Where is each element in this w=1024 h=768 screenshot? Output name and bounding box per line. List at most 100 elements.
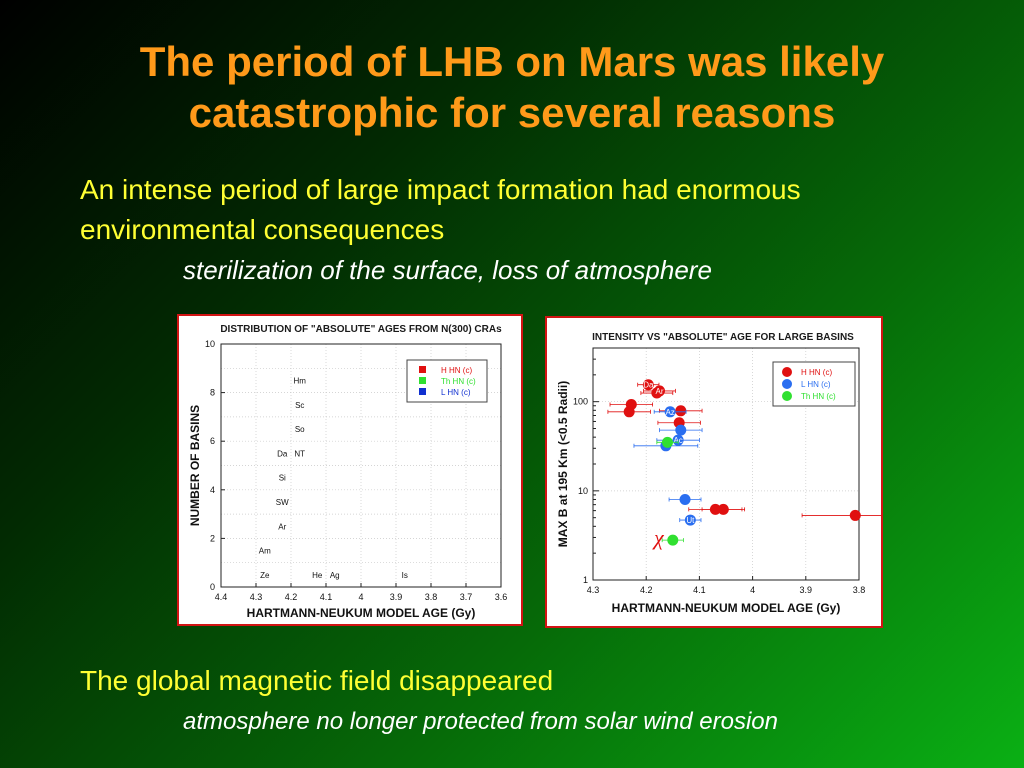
scatter-legend-marker xyxy=(782,379,792,389)
scatter-xtick-label: 4.3 xyxy=(587,585,600,595)
scatter-x-axis-label: HARTMANN-NEUKUM MODEL AGE (Gy) xyxy=(612,601,841,615)
scatter-marker xyxy=(623,406,635,418)
scatter-point xyxy=(661,534,684,546)
scatter-marker xyxy=(675,405,687,417)
chi-annotation: χ xyxy=(652,525,665,550)
scatter-marker xyxy=(667,534,679,546)
histogram-bar-label: NP xyxy=(294,547,305,556)
scatter-point: Az xyxy=(653,406,687,418)
intensity-vs-age-scatter: INTENSITY VS "ABSOLUTE" AGE FOR LARGE BA… xyxy=(556,332,881,615)
scatter-marker xyxy=(717,503,729,515)
histogram-bar-label: SW xyxy=(276,498,289,507)
scatter-marker xyxy=(675,424,687,436)
age-distribution-histogram: DISTRIBUTION OF "ABSOLUTE" AGES FROM N(3… xyxy=(188,324,508,620)
histogram-legend-swatch xyxy=(419,388,426,395)
scatter-marker xyxy=(664,406,676,418)
scatter-point: Ar xyxy=(643,385,676,397)
scatter-marker xyxy=(679,493,691,505)
histogram-bar-label: Am xyxy=(259,547,271,556)
scatter-xtick-label: 4.1 xyxy=(693,585,706,595)
scatter-y-axis-label: MAX B at 195 Km (<0.5 Radii) xyxy=(556,381,570,547)
histogram-legend-label: L HN (c) xyxy=(441,388,471,397)
scatter-marker xyxy=(672,434,684,446)
scatter-legend-label: H HN (c) xyxy=(801,368,832,377)
bullet-2: The global magnetic field disappeared xyxy=(80,665,554,696)
bullet-1-line-1: An intense period of large impact format… xyxy=(80,174,801,205)
histogram-xtick-label: 3.9 xyxy=(390,592,403,602)
slide-title: The period of LHB on Mars was likely cat… xyxy=(0,36,1024,138)
scatter-point: Ut xyxy=(679,514,702,526)
histogram-ytick-label: 0 xyxy=(210,582,215,592)
bullet-1-line-2: environmental consequences xyxy=(80,214,445,245)
scatter-point xyxy=(801,509,881,521)
scatter-legend: H HN (c) L HN (c) Th HN (c) xyxy=(772,361,856,407)
scatter-xtick-label: 3.8 xyxy=(853,585,866,595)
histogram-xtick-label: 4.4 xyxy=(215,592,228,602)
histogram-legend-label: Th HN (c) xyxy=(441,377,476,386)
scatter-point xyxy=(668,493,702,505)
scatter-ytick-label: 1 xyxy=(583,575,588,585)
scatter-point-label: Az xyxy=(665,408,674,417)
histogram-bar-label: Az xyxy=(278,547,287,556)
histogram-xtick-label: 3.7 xyxy=(460,592,473,602)
scatter-point xyxy=(659,424,703,436)
histogram-xtick-label: 4.2 xyxy=(285,592,298,602)
histogram-legend: H HN (c) Th HN (c) L HN (c) xyxy=(406,359,488,403)
histogram-x-axis-label: HARTMANN-NEUKUM MODEL AGE (Gy) xyxy=(247,606,476,620)
scatter-xtick-label: 3.9 xyxy=(800,585,813,595)
histogram-bar-label: Cr xyxy=(296,474,305,483)
scatter-marker xyxy=(642,379,654,391)
histogram-bar-label: Ag xyxy=(330,571,340,580)
histogram-ytick-label: 10 xyxy=(205,339,215,349)
scatter-marker xyxy=(661,436,673,448)
scatter-legend-label: Th HN (c) xyxy=(801,392,836,401)
scatter-legend-marker xyxy=(782,391,792,401)
histogram-bar-label: Is xyxy=(402,571,408,580)
slide-title-line-1: The period of LHB on Mars was likely xyxy=(139,38,885,85)
scatter-legend-label: L HN (c) xyxy=(801,380,831,389)
bullet-2-subpoint: atmosphere no longer protected from sola… xyxy=(183,708,778,735)
histogram-bar-label: Sc xyxy=(295,401,304,410)
scatter-point xyxy=(656,436,679,448)
scatter-point xyxy=(607,406,651,418)
scatter-ytick-label: 100 xyxy=(573,397,588,407)
scatter-legend-marker xyxy=(782,367,792,377)
histogram-ytick-label: 8 xyxy=(210,388,215,398)
histogram-legend-swatch xyxy=(419,377,426,384)
histogram-ytick-label: 2 xyxy=(210,533,215,543)
histogram-ytick-label: 4 xyxy=(210,485,215,495)
slide-title-line-2: catastrophic for several reasons xyxy=(188,89,836,136)
scatter-xtick-label: 4 xyxy=(750,585,755,595)
histogram-legend-label: H HN (c) xyxy=(441,366,472,375)
histogram-xtick-label: 4.1 xyxy=(320,592,333,602)
histogram-bar-label: So xyxy=(295,425,305,434)
scatter-point-label: Da xyxy=(643,381,654,390)
histogram-bar-label: Ut xyxy=(296,571,305,580)
histogram-bar-label: Ac xyxy=(295,522,304,531)
histogram-bar-label: IA xyxy=(278,571,286,580)
histogram-bar-label: Ar xyxy=(278,522,286,531)
histogram-bar-label: Si xyxy=(279,474,286,483)
scatter-title: INTENSITY VS "ABSOLUTE" AGE FOR LARGE BA… xyxy=(592,332,854,343)
scatter-point xyxy=(701,503,746,515)
scatter-point-label: Ut xyxy=(686,516,695,525)
scatter-marker xyxy=(654,385,665,397)
scatter-point: Da xyxy=(637,379,660,391)
histogram-bar-label: Da xyxy=(277,449,288,458)
histogram-xtick-label: 3.6 xyxy=(495,592,508,602)
histogram-panel: DISTRIBUTION OF "ABSOLUTE" AGES FROM N(3… xyxy=(177,314,523,626)
histogram-y-axis-label: NUMBER OF BASINS xyxy=(188,405,202,526)
histogram-bar-label: Ze xyxy=(260,571,270,580)
histogram-legend-swatch xyxy=(419,366,426,373)
histogram-bar-label: He xyxy=(312,571,323,580)
bullet-1-subpoint: sterilization of the surface, loss of at… xyxy=(183,255,712,285)
scatter-marker xyxy=(684,514,696,526)
histogram-title: DISTRIBUTION OF "ABSOLUTE" AGES FROM N(3… xyxy=(220,324,502,335)
histogram-bar-label: Hm xyxy=(294,376,307,385)
histogram-bar-label: NT xyxy=(294,449,305,458)
scatter-marker xyxy=(849,509,861,521)
scatter-xtick-label: 4.2 xyxy=(640,585,653,595)
scatter-panel: INTENSITY VS "ABSOLUTE" AGE FOR LARGE BA… xyxy=(545,316,883,628)
histogram-bar-label: SE xyxy=(294,498,305,507)
scatter-ytick-label: 10 xyxy=(578,486,588,496)
